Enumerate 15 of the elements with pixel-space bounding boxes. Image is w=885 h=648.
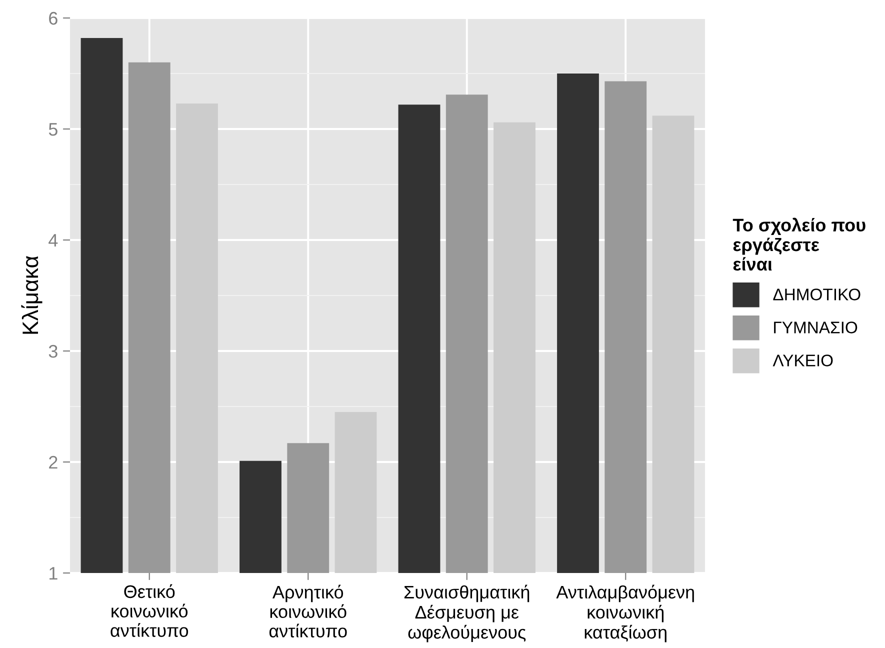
x-tick-label: Θετικό κοινωνικό αντίκτυπο: [110, 584, 188, 637]
y-tick-label: 6: [49, 12, 58, 25]
legend-label: ΔΗΜΟΤΙΚΟ: [773, 288, 860, 300]
legend-label: ΛΥΚΕΙΟ: [772, 354, 833, 366]
y-tick-label: 5: [48, 123, 58, 136]
y-tick-label: 2: [49, 456, 58, 469]
x-tick-label: Συναισθηματική Δέσμευση με ωφελούμενους: [404, 584, 530, 642]
x-tick-label: Αντιλαμβανόμενη κοινωνική καταξίωση: [556, 584, 694, 642]
y-tick-label: 4: [48, 234, 58, 247]
y-tick-label: 3: [48, 344, 58, 358]
x-tick-label: Αρνητικό κοινωνικό αντίκτυπο: [269, 584, 347, 638]
y-tick-label: 1: [50, 567, 58, 580]
legend-label: ΓΥΜΝΑΣΙΟ: [774, 322, 858, 334]
y-axis-title: Κλίμακα: [21, 256, 42, 334]
legend-title: Το σχολείο που εργάζεστε είναι: [732, 218, 866, 271]
